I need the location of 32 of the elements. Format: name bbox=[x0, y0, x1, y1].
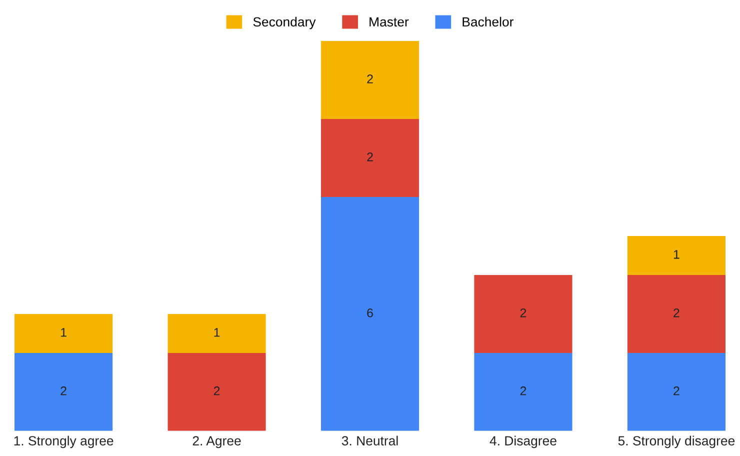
data-label: 1 bbox=[61, 328, 66, 337]
x-tick-label: 3. Neutral bbox=[342, 436, 398, 446]
legend-label: Master bbox=[370, 17, 409, 27]
data-label: 2 bbox=[520, 308, 526, 318]
legend-label: Bachelor bbox=[462, 16, 514, 27]
legend-label: Secondary bbox=[253, 16, 316, 30]
data-label: 6 bbox=[367, 308, 373, 318]
data-label: 2 bbox=[214, 386, 220, 396]
x-tick-label: 4. Disagree bbox=[490, 436, 556, 448]
bar bbox=[474, 274, 572, 353]
bar bbox=[14, 314, 113, 353]
bar bbox=[320, 41, 420, 120]
data-label: 2 bbox=[367, 152, 373, 162]
data-label: 2 bbox=[674, 386, 680, 396]
data-label: 1 bbox=[214, 328, 220, 337]
x-tick-label: 2. Agree bbox=[192, 436, 241, 448]
bar bbox=[14, 352, 113, 431]
x-tick-label: 1. Strongly agree bbox=[14, 436, 114, 448]
data-label: 2 bbox=[520, 386, 526, 396]
bar bbox=[474, 352, 572, 431]
data-label: 1 bbox=[674, 250, 680, 259]
bar bbox=[627, 274, 726, 353]
data-label: 2 bbox=[367, 74, 373, 84]
data-label: 2 bbox=[674, 308, 680, 318]
bar bbox=[320, 196, 420, 431]
data-label: 2 bbox=[60, 386, 66, 396]
x-tick-label: 5. Strongly disagree bbox=[618, 436, 735, 448]
bar bbox=[168, 352, 266, 431]
bar bbox=[627, 236, 726, 275]
bar bbox=[168, 314, 266, 353]
bar bbox=[627, 352, 726, 431]
bar bbox=[320, 119, 420, 197]
